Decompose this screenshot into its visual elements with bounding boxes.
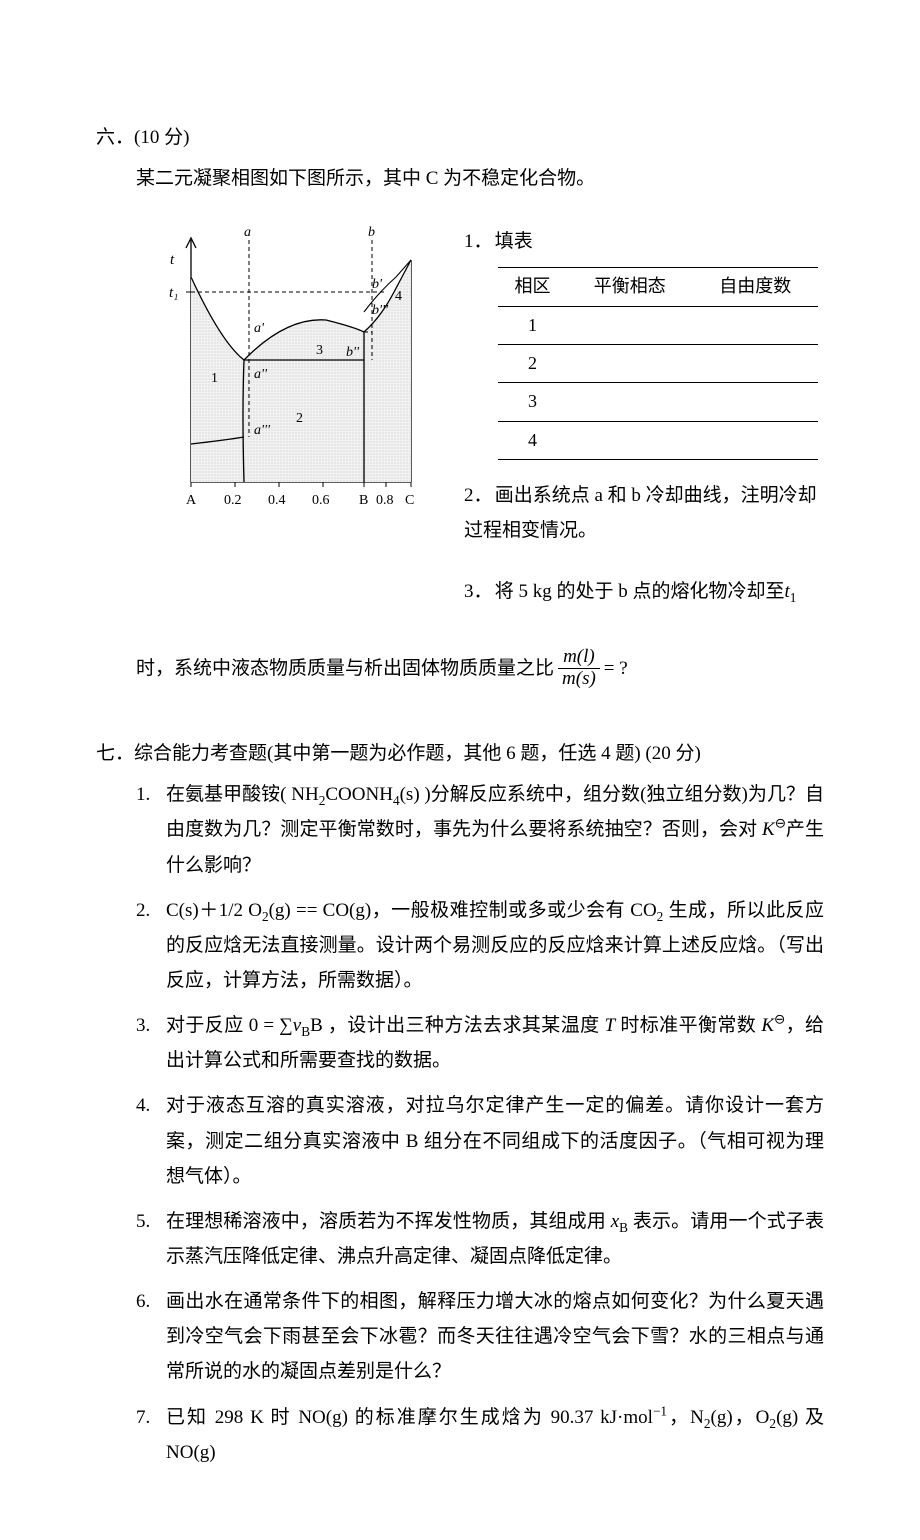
task3-num: 3． [464, 574, 490, 609]
pt-a-prime: a' [254, 321, 265, 336]
t-sub: 1 [790, 590, 797, 605]
q6-task2: 2． 画出系统点 a 和 b 冷却曲线，注明冷却过程相变情况。 [464, 478, 824, 548]
pt-a-dprime: a'' [254, 367, 268, 382]
frac-den: m(s) [558, 668, 600, 690]
list-item: 5.在理想稀溶液中，溶质若为不挥发性物质，其组成用 xB 表示。请用一个式子表示… [136, 1204, 824, 1274]
item-body: 对于反应 0 = ∑νBB ，设计出三种方法去求其某温度 T 时标准平衡常数 K… [166, 1015, 824, 1071]
item-body: 在理想稀溶液中，溶质若为不挥发性物质，其组成用 xB 表示。请用一个式子表示蒸汽… [166, 1211, 824, 1267]
item-body: 对于液态互溶的真实溶液，对拉乌尔定律产生一定的偏差。请你设计一套方案，测定二组分… [166, 1095, 824, 1186]
phase-diagram: t t₁ A 0.2 0.4 0.6 B 0.8 C a b 1 2 3 [136, 222, 436, 524]
q6-task1: 1． 填表 相区 平衡相态 自由度数 [464, 224, 824, 460]
ratio-text-after: = ? [604, 651, 628, 686]
q7-heading: 七．综合能力考查题(其中第一题为必作题，其他 6 题，任选 4 题) (20 分… [96, 736, 824, 771]
list-item: 6.画出水在通常条件下的相图，解释压力增大冰的熔点如何变化？为什么夏天遇到冷空气… [136, 1284, 824, 1389]
top-label-a: a [244, 225, 251, 240]
region-2: 2 [296, 411, 303, 426]
list-item: 1.在氨基甲酸铵( NH2COONH4(s) )分解反应系统中，组分数(独立组分… [136, 777, 824, 882]
ratio-text-before: 时，系统中液态物质质量与析出固体物质质量之比 [136, 651, 554, 686]
task1-num: 1． [464, 224, 490, 259]
q7-list: 1.在氨基甲酸铵( NH2COONH4(s) )分解反应系统中，组分数(独立组分… [136, 777, 824, 1470]
q6-heading: 六．(10 分) [96, 120, 824, 155]
list-item: 7.已知 298 K 时 NO(g) 的标准摩尔生成焓为 90.37 kJ·mo… [136, 1400, 824, 1470]
table-row: 4 [498, 421, 818, 459]
q6-tasks: 1． 填表 相区 平衡相态 自由度数 [464, 222, 824, 623]
x-tick-3: 0.6 [312, 493, 330, 508]
th-region: 相区 [498, 268, 567, 306]
frac-num: m(l) [559, 647, 599, 668]
th-dof: 自由度数 [693, 268, 819, 306]
item-body: 画出水在通常条件下的相图，解释压力增大冰的熔点如何变化？为什么夏天遇到冷空气会下… [166, 1291, 824, 1382]
question-7: 七．综合能力考查题(其中第一题为必作题，其他 6 题，任选 4 题) (20 分… [96, 736, 824, 1470]
region-4: 4 [395, 289, 402, 304]
x-tick-C: C [405, 493, 414, 508]
task1-title: 填表 [495, 231, 533, 252]
y-tick-t1: t₁ [169, 285, 178, 301]
x-tick-1: 0.2 [224, 493, 242, 508]
item-body: 已知 298 K 时 NO(g) 的标准摩尔生成焓为 90.37 kJ·mol−… [166, 1407, 824, 1463]
q6-intro: 某二元凝聚相图如下图所示，其中 C 为不稳定化合物。 [136, 161, 824, 196]
list-item: 4.对于液态互溶的真实溶液，对拉乌尔定律产生一定的偏差。请你设计一套方案，测定二… [136, 1088, 824, 1193]
task2-num: 2． [464, 478, 490, 513]
y-axis-label: t [170, 252, 175, 268]
q6-task3: 3． 将 5 kg 的处于 b 点的熔化物冷却至t1 [464, 574, 824, 609]
task3-text-before: 将 5 kg 的处于 b 点的熔化物冷却至 [495, 581, 785, 602]
q6-ratio-line: 时，系统中液态物质质量与析出固体物质质量之比 m(l) m(s) = ? [136, 647, 824, 690]
list-item: 3.对于反应 0 = ∑νBB ，设计出三种方法去求其某温度 T 时标准平衡常数… [136, 1008, 824, 1078]
x-tick-2: 0.4 [268, 493, 286, 508]
region-3: 3 [316, 343, 323, 358]
region-1: 1 [211, 371, 218, 386]
x-tick-B: B [359, 493, 368, 508]
x-tick-5: 0.8 [376, 493, 394, 508]
ratio-frac: m(l) m(s) [558, 647, 600, 690]
table-row: 1 [498, 306, 818, 344]
pt-b-tprime: b''' [372, 303, 389, 318]
table-row: 3 [498, 383, 818, 421]
th-phase: 平衡相态 [567, 268, 692, 306]
list-item: 2.C(s)＋1/2 O2(g) == CO(g)，一般极难控制或多或少会有 C… [136, 893, 824, 998]
pt-b-prime: b' [372, 277, 383, 292]
pt-a-tprime: a''' [254, 423, 271, 438]
item-body: 在氨基甲酸铵( NH2COONH4(s) )分解反应系统中，组分数(独立组分数)… [166, 784, 824, 875]
pt-b-dprime: b'' [346, 345, 360, 360]
top-label-b: b [368, 225, 375, 240]
x-tick-A: A [186, 493, 197, 508]
question-6: 六．(10 分) 某二元凝聚相图如下图所示，其中 C 为不稳定化合物。 [96, 120, 824, 690]
task2-text: 画出系统点 a 和 b 冷却曲线，注明冷却过程相变情况。 [464, 485, 817, 541]
item-body: C(s)＋1/2 O2(g) == CO(g)，一般极难控制或多或少会有 CO2… [166, 900, 824, 991]
phase-table: 相区 平衡相态 自由度数 1 2 3 4 [498, 267, 818, 459]
table-row: 2 [498, 345, 818, 383]
